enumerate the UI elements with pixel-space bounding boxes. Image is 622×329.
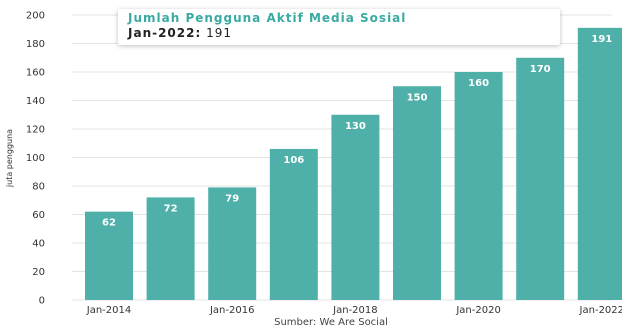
- x-tick-label: Jan-2014: [86, 305, 131, 316]
- y-tick-label: 60: [32, 210, 45, 221]
- x-axis-ticks: Jan-2014 Jan-2016 Jan-2018 Jan-2020 Jan-2022: [86, 305, 622, 316]
- bar-jan-2022[interactable]: [577, 27, 622, 300]
- y-tick-label: 40: [32, 239, 45, 250]
- data-label: 191: [591, 34, 612, 45]
- data-label: 106: [283, 155, 304, 166]
- tooltip-separator: :: [195, 26, 202, 40]
- y-tick-label: 200: [26, 11, 45, 22]
- x-tick-label: Jan-2018: [332, 305, 377, 316]
- chart-tooltip: Jumlah Pengguna Aktif Media Sosial Jan-2…: [118, 9, 560, 45]
- y-tick-label: 20: [32, 267, 45, 278]
- y-tick-label: 140: [26, 96, 45, 107]
- tooltip-value: 191: [206, 26, 233, 40]
- y-tick-label: 120: [26, 125, 45, 136]
- y-tick-label: 180: [26, 39, 45, 50]
- data-label: 160: [468, 78, 489, 89]
- x-tick-label: Jan-2022: [579, 305, 622, 316]
- tooltip-title: Jumlah Pengguna Aktif Media Sosial: [128, 11, 407, 25]
- data-label: 170: [530, 64, 551, 75]
- y-axis-ticks: 0 20 40 60 80 100 120 140 160 180 200: [26, 11, 45, 307]
- data-label: 130: [345, 121, 366, 132]
- data-label: 79: [225, 193, 239, 204]
- bar-jan-2020[interactable]: [454, 72, 503, 300]
- bar-jan-2015[interactable]: [146, 197, 195, 300]
- bar-jan-2021[interactable]: [516, 57, 565, 300]
- tooltip-value-line: Jan-2022: 191: [128, 26, 550, 41]
- y-tick-label: 0: [39, 296, 45, 307]
- y-axis-title: juta pengguna: [5, 129, 14, 188]
- bar-jan-2014[interactable]: [85, 211, 133, 300]
- bar-jan-2017[interactable]: [269, 148, 318, 300]
- bars: [85, 27, 622, 300]
- data-label: 72: [164, 203, 178, 214]
- source-credit: Sumber: We Are Social: [274, 317, 388, 328]
- bar-jan-2018[interactable]: [331, 114, 380, 300]
- bar-jan-2019[interactable]: [393, 86, 441, 300]
- x-tick-label: Jan-2020: [455, 305, 500, 316]
- data-label: 62: [102, 218, 116, 229]
- y-tick-label: 100: [26, 153, 45, 164]
- tooltip-category: Jan-2022: [128, 26, 196, 40]
- data-label: 150: [407, 92, 428, 103]
- bar-jan-2016[interactable]: [208, 187, 257, 300]
- x-tick-label: Jan-2016: [209, 305, 254, 316]
- y-tick-label: 80: [32, 182, 45, 193]
- data-labels: 62 72 79 106 130 150 160 170 191: [102, 34, 612, 229]
- y-tick-label: 160: [26, 68, 45, 79]
